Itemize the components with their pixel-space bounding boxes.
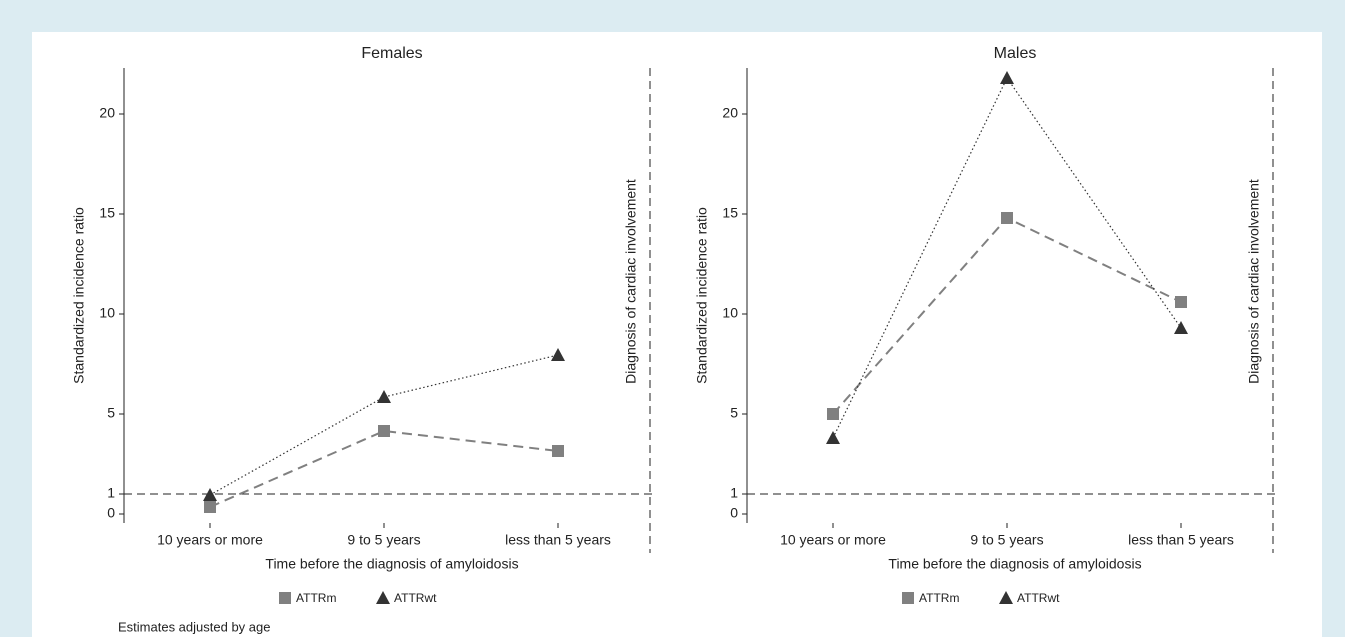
marker-square [1001,212,1013,224]
marker-triangle [377,390,391,403]
y-tick-label: 20 [722,105,738,121]
y-tick-label: 20 [99,105,115,121]
legend-label: ATTRm [296,591,336,605]
y-tick-label: 1 [730,485,738,501]
marker-square [827,408,839,420]
y-axis-title: Standardized incidence ratio [71,207,87,384]
marker-square [204,501,216,513]
legend-marker [376,591,390,604]
marker-triangle [551,348,565,361]
event-label: Diagnosis of cardiac involvement [623,179,639,384]
y-tick-label: 5 [107,405,115,421]
marker-square [552,445,564,457]
marker-triangle [1000,71,1014,84]
x-tick-label: less than 5 years [1128,532,1234,548]
marker-triangle [203,488,217,501]
legend-marker [902,592,914,604]
x-tick-label: 10 years or more [157,532,263,548]
chart-title: Males [994,45,1037,62]
legend-label: ATTRwt [1017,591,1060,605]
marker-square [1175,296,1187,308]
y-axis-title: Standardized incidence ratio [694,207,710,384]
y-tick-label: 10 [99,305,115,321]
y-tick-label: 0 [730,505,738,521]
y-tick-label: 1 [107,485,115,501]
x-tick-label: 9 to 5 years [970,532,1043,548]
series-line [832,216,1182,415]
y-tick-label: 15 [99,205,115,221]
series-line [209,429,559,508]
x-tick-label: less than 5 years [505,532,611,548]
y-tick-label: 0 [107,505,115,521]
marker-triangle [826,431,840,444]
x-tick-label: 10 years or more [780,532,886,548]
chart-title: Females [361,45,422,62]
series-line [832,76,1182,439]
figure-panel [32,32,1322,637]
legend-marker [279,592,291,604]
x-tick-label: 9 to 5 years [347,532,420,548]
x-axis-title: Time before the diagnosis of amyloidosis [265,556,518,572]
marker-square [378,425,390,437]
y-tick-label: 10 [722,305,738,321]
y-tick-label: 15 [722,205,738,221]
y-tick-label: 5 [730,405,738,421]
legend-label: ATTRm [919,591,959,605]
x-axis-title: Time before the diagnosis of amyloidosis [888,556,1141,572]
marker-triangle [1174,321,1188,334]
legend-marker [999,591,1013,604]
event-label: Diagnosis of cardiac involvement [1246,179,1262,384]
legend-label: ATTRwt [394,591,437,605]
footnote: Estimates adjusted by age [118,619,270,634]
